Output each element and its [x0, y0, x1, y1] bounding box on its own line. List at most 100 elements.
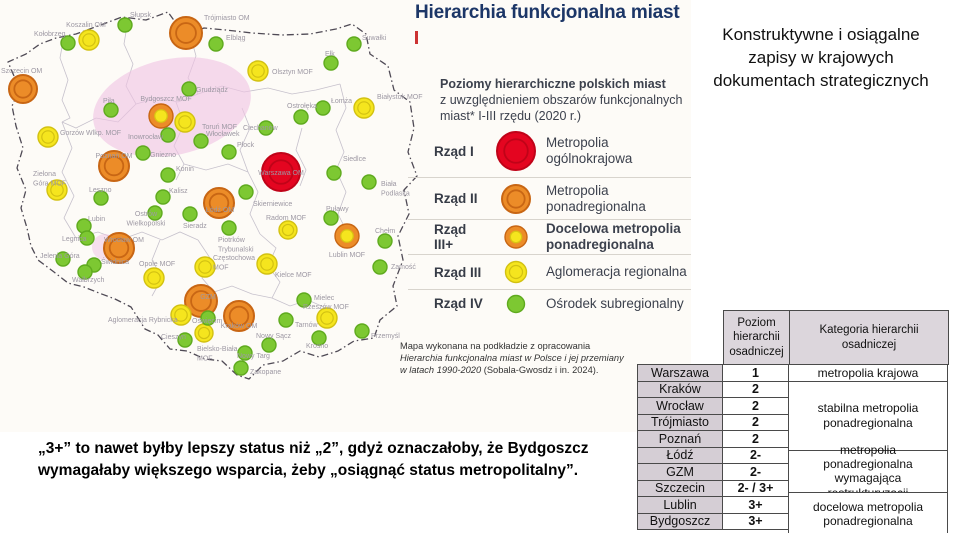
city-marker-o-wi-cim — [200, 310, 216, 326]
legend-marker-II — [501, 183, 531, 214]
city-marker-gorz-w-wlkp-mof — [37, 126, 59, 148]
legend-marker-III — [504, 260, 528, 284]
city-label: Radom MOF — [266, 215, 306, 222]
city-label: Warszawa OM — [258, 170, 304, 177]
city-marker-piotrk-w-trybunalski — [221, 220, 237, 236]
region-border-line — [75, 231, 199, 241]
slide-heading-line1: Konstruktywne i osiągalne — [722, 25, 920, 44]
legend-rank-label: Rząd II — [434, 191, 478, 206]
city-marker-mielec — [296, 292, 312, 308]
region-border-line — [183, 163, 249, 173]
city-label: Wrocław OM — [104, 237, 144, 244]
quote-line2: wymagałaby większego wsparcia, żeby „osi… — [38, 462, 579, 480]
legend-marker-icon — [486, 177, 546, 221]
city-marker-che-m — [377, 233, 393, 249]
table-level-cell: 2 — [722, 380, 789, 398]
city-marker--om-a — [315, 100, 331, 116]
city-marker-opole-mof — [143, 267, 165, 289]
table-city-cell: Szczecin — [637, 479, 723, 497]
city-marker-olsztyn-mof — [247, 60, 269, 82]
city-label: Chełm — [375, 228, 395, 235]
city-marker-krosno — [311, 330, 327, 346]
city-marker-elbl-g — [208, 36, 224, 52]
city-label: Włocławek — [206, 131, 240, 138]
city-label: Bielsko-Biała MOF — [197, 346, 238, 363]
map-attribution: Mapa wykonana na podkładzie z opracowani… — [400, 341, 652, 376]
table-level-cell: 3+ — [722, 512, 789, 530]
city-marker-ciechan-w — [258, 120, 274, 136]
city-marker-wa-brzych — [77, 264, 93, 280]
map-document-panel: Warszawa OM Szczecin OM Trójmiasto OM Pozna… — [1, 0, 691, 432]
city-label: Opole MOF — [139, 261, 175, 268]
city-label: Ełk — [325, 51, 335, 58]
city-label: Gniezno — [150, 152, 176, 159]
city-marker-p-ock — [221, 144, 237, 160]
table-city-cell: Lublin — [637, 496, 723, 514]
city-marker-cieszyn — [177, 332, 193, 348]
city-marker-bia-ystok-mof — [353, 97, 375, 119]
city-label: Zakopane — [250, 369, 281, 376]
map-legend: Hierarchia funkcjonalna miast Poziomy hi… — [408, 0, 691, 432]
city-label: Ostrołęka — [287, 103, 317, 110]
legend-title: Hierarchia funkcjonalna miast — [415, 2, 680, 23]
city-marker-krak-w-om — [223, 300, 255, 332]
city-marker-zamo- — [372, 259, 388, 275]
city-label: Piotrków Trybunalski — [218, 237, 254, 254]
city-marker-pi-a — [103, 102, 119, 118]
city-label: Kraków OM — [221, 323, 258, 330]
city-label: Zielona Góra MOF — [33, 171, 66, 188]
table-level-cell: 2 — [722, 430, 789, 448]
city-marker-zielona-g-ra-mof — [46, 179, 68, 201]
city-label: Kołobrzeg — [34, 31, 66, 38]
city-marker-pu-awy — [323, 210, 339, 226]
city-marker-toru-mof — [174, 111, 196, 133]
region-border-line — [213, 285, 273, 299]
city-label: Grudziądz — [196, 87, 228, 94]
city-marker-tarn-w — [278, 312, 294, 328]
table-city-column: Warszawa Kraków Wrocław Trójmiasto Poznań Łód… — [637, 364, 723, 533]
city-label: Częstochowa MOF — [213, 255, 255, 272]
table-level-cell: 1 — [722, 364, 789, 382]
city-marker-ostro-ka — [293, 109, 309, 125]
legend-description: Ośrodek subregionalny — [546, 295, 684, 311]
table-city-cell: Wrocław — [637, 397, 723, 415]
city-label: Tarnów — [295, 322, 319, 329]
city-label: Sieradz — [183, 223, 207, 230]
table-city-cell: Bydgoszcz — [637, 512, 723, 530]
legend-description: Aglomeracja regionalna — [546, 264, 687, 279]
city-marker-cz-stochowa-mof — [194, 256, 216, 278]
legend-marker-icon — [486, 129, 546, 173]
legend-marker-IV — [506, 294, 526, 313]
legend-items: Rząd I Metropolia ogólnokrajowa Rząd II Met… — [408, 125, 691, 317]
bydgoszcz-region-highlight — [93, 57, 251, 157]
city-marker-radom-mof — [278, 220, 298, 240]
table-header-row: Poziom hierarchii osadniczej Kategoria h… — [723, 310, 949, 365]
poland-map: Warszawa OM Szczecin OM Trójmiasto OM Pozna… — [1, 11, 423, 380]
city-label: Przemyśl — [371, 333, 400, 340]
table-header-category: Kategoria hierarchii osadniczej — [789, 310, 949, 365]
city-label: Wałbrzych — [72, 277, 105, 284]
city-label: Nowy Targ — [237, 353, 270, 360]
table-level-cell: 2 — [722, 397, 789, 415]
region-border-line — [295, 127, 307, 187]
legend-item-3: Rząd III+ Docelowa metropolia ponadregion… — [408, 219, 691, 254]
city-label: Piła — [103, 98, 115, 105]
table-city-cell: Łódź — [637, 446, 723, 464]
city-marker-suwa-ki — [346, 36, 362, 52]
legend-marker-icon — [486, 250, 546, 294]
city-marker-kielce-mof — [256, 253, 278, 275]
city-marker-siedlce — [326, 165, 342, 181]
table-level-cell: 2 — [722, 413, 789, 431]
city-label: Siedlce — [343, 156, 366, 163]
city-marker-bia-a-podlaska — [361, 174, 377, 190]
city-label: Łódź OM — [206, 207, 235, 214]
legend-rank-label: Rząd I — [434, 143, 474, 159]
city-marker-warszawa-om — [261, 152, 301, 192]
city-label: Rzeszów MOF — [303, 304, 349, 311]
city-marker-w-oc-awek — [193, 133, 209, 149]
city-marker-inowroc-aw — [160, 127, 176, 143]
city-marker-gzm — [184, 284, 218, 318]
city-label: Gorzów Wlkp. MOF — [60, 130, 121, 137]
city-marker-wroc-aw-om — [103, 232, 135, 264]
city-label: Lublin MOF — [329, 252, 365, 259]
